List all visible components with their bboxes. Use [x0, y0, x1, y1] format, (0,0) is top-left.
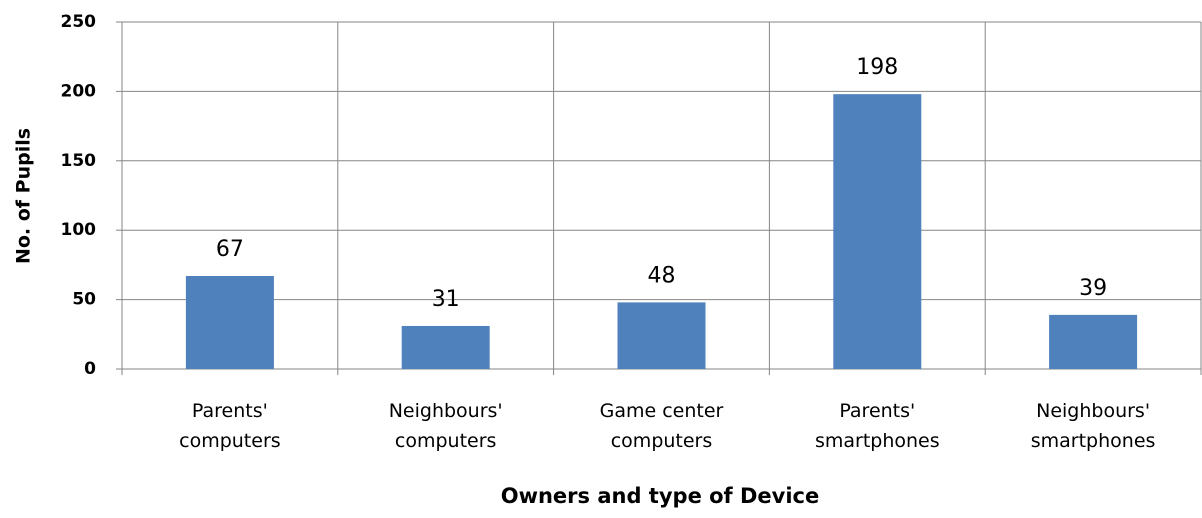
x-axis-title: Owners and type of Device	[501, 484, 820, 508]
y-tick-label: 50	[72, 290, 96, 310]
y-tick-label: 200	[61, 81, 97, 101]
x-tick-label: Parents' smartphones	[814, 400, 940, 452]
bar	[185, 276, 274, 369]
bar	[833, 94, 922, 370]
bar	[1049, 314, 1138, 369]
x-tick-label: Neighbours' smartphones	[1030, 400, 1156, 452]
bar	[401, 325, 490, 369]
data-label: 67	[216, 237, 244, 262]
data-label: 31	[432, 287, 460, 312]
y-tick-label: 100	[61, 220, 97, 240]
data-label: 39	[1079, 276, 1107, 301]
y-axis-title: No. of Pupils	[13, 128, 35, 264]
y-tick-label: 250	[61, 12, 97, 32]
y-tick-label: 0	[84, 359, 96, 379]
bar	[617, 302, 706, 369]
x-tick-label: Parents' computers	[179, 400, 281, 452]
x-tick-label: Neighbours' computers	[388, 400, 503, 452]
y-tick-label: 150	[61, 151, 97, 171]
x-tick-label: Game center computers	[599, 400, 724, 452]
data-label: 48	[648, 263, 676, 288]
data-label: 198	[856, 55, 898, 80]
